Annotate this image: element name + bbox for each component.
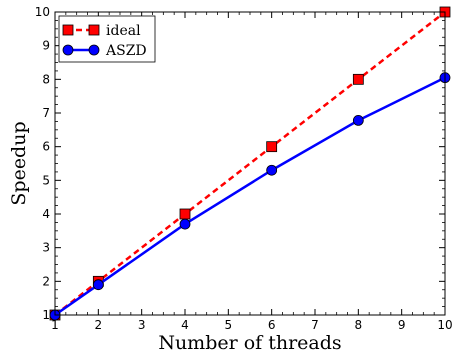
x-tick-label: 4 <box>181 318 189 332</box>
y-tick-label: 1 <box>42 308 50 322</box>
x-tick-label: 2 <box>95 318 103 332</box>
x-tick-label: 9 <box>398 318 406 332</box>
y-tick-label: 7 <box>42 106 50 120</box>
x-tick-label: 8 <box>355 318 363 332</box>
y-axis-title: Speedup <box>8 121 30 205</box>
legend-label: ideal <box>106 23 141 39</box>
x-axis-title: Number of threads <box>158 332 341 354</box>
x-tick-label: 6 <box>268 318 276 332</box>
y-tick-label: 6 <box>42 140 50 154</box>
plot-frame <box>54 11 446 316</box>
x-tick-label: 5 <box>225 318 233 332</box>
legend-marker <box>88 44 100 56</box>
y-tick-label: 9 <box>42 39 50 53</box>
x-tick-label: 1 <box>51 318 59 332</box>
x-tick-label: 3 <box>138 318 146 332</box>
legend-label: ASZD <box>105 43 147 59</box>
data-point-aszd <box>179 218 191 230</box>
y-tick-label: 2 <box>42 274 50 288</box>
legend-marker <box>62 24 74 36</box>
data-point-aszd <box>92 279 104 291</box>
data-point-aszd <box>266 164 278 176</box>
series-line-aszd <box>54 76 446 317</box>
legend-marker <box>88 24 100 36</box>
data-point-ideal <box>266 141 278 153</box>
y-tick-label: 10 <box>35 5 50 19</box>
legend-marker <box>62 44 74 56</box>
data-point-ideal <box>352 73 364 85</box>
plot-area <box>49 6 451 321</box>
data-point-aszd <box>352 115 364 126</box>
y-tick-label: 5 <box>42 173 50 187</box>
x-tick-label: 10 <box>437 318 452 332</box>
y-tick-label: 8 <box>42 72 50 86</box>
data-point-ideal <box>179 208 191 220</box>
x-tick-label: 7 <box>311 318 319 332</box>
y-tick-label: 3 <box>42 241 50 255</box>
legend-item-aszd: ASZD <box>62 43 147 59</box>
series-aszd <box>49 72 451 321</box>
legend-box <box>58 15 156 63</box>
legend: ideal ASZD <box>58 15 156 63</box>
tick-labels: 1 2 3 4 5 6 7 8 9 10 1 2 3 4 5 6 7 8 9 10 <box>35 5 453 332</box>
series-line-ideal <box>54 11 446 316</box>
y-tick-label: 4 <box>42 207 50 221</box>
legend-item-ideal: ideal <box>62 23 141 39</box>
series-layer <box>49 6 451 321</box>
